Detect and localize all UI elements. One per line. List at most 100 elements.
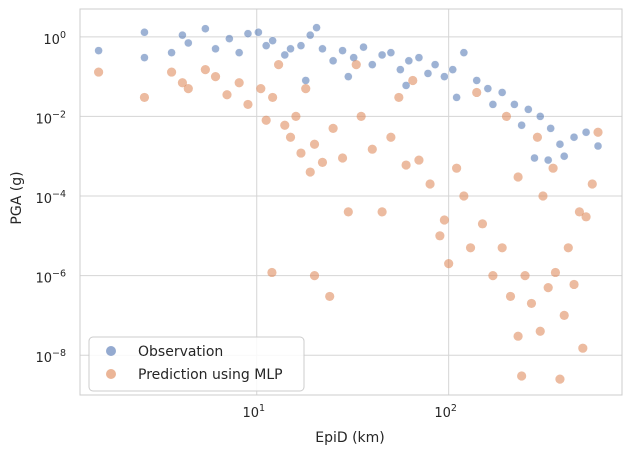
legend-box (88, 336, 305, 392)
x-tick-label: 102 (434, 403, 457, 421)
data-point (477, 219, 488, 229)
data-point (448, 65, 457, 74)
y-tick-label: 10−8 (35, 348, 66, 366)
data-point (543, 155, 553, 165)
data-point (404, 56, 414, 65)
data-point (472, 87, 482, 98)
data-point (201, 24, 210, 33)
data-point (309, 271, 320, 281)
plot-area-frame (79, 8, 623, 396)
data-point (234, 78, 244, 88)
data-point (338, 46, 347, 55)
data-point (578, 343, 588, 353)
data-point (459, 48, 469, 57)
data-point (305, 167, 315, 177)
data-point (536, 112, 545, 121)
data-point (243, 29, 253, 38)
data-point (325, 291, 335, 302)
data-point (211, 44, 220, 53)
data-point (560, 152, 569, 161)
data-point (301, 76, 310, 85)
data-point (550, 267, 561, 278)
data-point (465, 243, 476, 253)
data-point (386, 48, 396, 57)
data-point (483, 84, 493, 93)
data-point (386, 132, 396, 142)
data-point (401, 81, 411, 90)
data-point (524, 105, 533, 114)
data-point (535, 326, 545, 336)
data-point (225, 34, 234, 43)
y-tick-label: 100 (43, 30, 66, 48)
y-tick-label: 10−6 (35, 269, 66, 287)
data-point (593, 141, 603, 151)
data-point (520, 271, 530, 281)
data-point (301, 84, 311, 94)
data-point (555, 374, 565, 384)
data-point (452, 93, 461, 102)
data-point (139, 92, 150, 103)
data-point (517, 371, 527, 381)
data-point (256, 84, 266, 94)
scatter-points (94, 23, 603, 384)
data-point (497, 88, 507, 97)
data-point (178, 30, 187, 40)
data-point (261, 115, 271, 125)
data-point (343, 207, 353, 217)
data-point (166, 67, 177, 77)
data-point (401, 160, 411, 170)
data-point (268, 92, 278, 103)
data-point (268, 36, 277, 45)
legend-label-observation: Observation (138, 344, 223, 360)
legend-marker-observation (106, 346, 116, 356)
series-observation (94, 23, 603, 165)
data-point (444, 259, 454, 269)
tick-labels: 101 102 100 10−2 10−4 10−6 10−8 (35, 30, 457, 421)
data-point (261, 41, 271, 50)
data-point (430, 60, 440, 69)
data-point (177, 78, 188, 88)
data-point (377, 50, 387, 60)
data-point (488, 271, 498, 281)
data-point (530, 153, 539, 163)
data-point (532, 132, 543, 142)
data-point (167, 48, 176, 57)
data-point (286, 44, 295, 53)
data-point (337, 153, 348, 163)
data-point (140, 53, 149, 62)
data-point (359, 42, 368, 52)
y-tick-label: 10−2 (35, 109, 66, 127)
data-point (414, 53, 424, 62)
data-point (501, 111, 512, 122)
y-tick-label: 10−4 (35, 189, 66, 207)
data-point (526, 298, 537, 309)
data-point (581, 128, 591, 137)
data-point (439, 215, 449, 225)
data-point (440, 72, 449, 81)
data-point (452, 163, 462, 173)
data-point (513, 331, 523, 341)
data-point (317, 157, 328, 167)
data-point (367, 144, 377, 154)
data-point (306, 30, 315, 40)
data-point (94, 46, 103, 55)
data-point (280, 50, 289, 60)
y-axis-label: PGA (g) (9, 171, 25, 224)
data-point (408, 75, 418, 86)
data-point (94, 67, 104, 77)
data-point (291, 111, 301, 122)
data-point (423, 69, 433, 78)
data-point (285, 132, 296, 142)
data-point (435, 231, 445, 241)
data-point (318, 44, 327, 53)
data-point (183, 84, 193, 94)
data-point (234, 48, 244, 57)
data-point (472, 76, 481, 85)
x-tick-label: 101 (242, 403, 265, 421)
data-point (543, 282, 553, 293)
data-point (184, 38, 193, 48)
data-point (254, 28, 263, 37)
data-point (548, 163, 558, 173)
data-point (377, 207, 387, 217)
